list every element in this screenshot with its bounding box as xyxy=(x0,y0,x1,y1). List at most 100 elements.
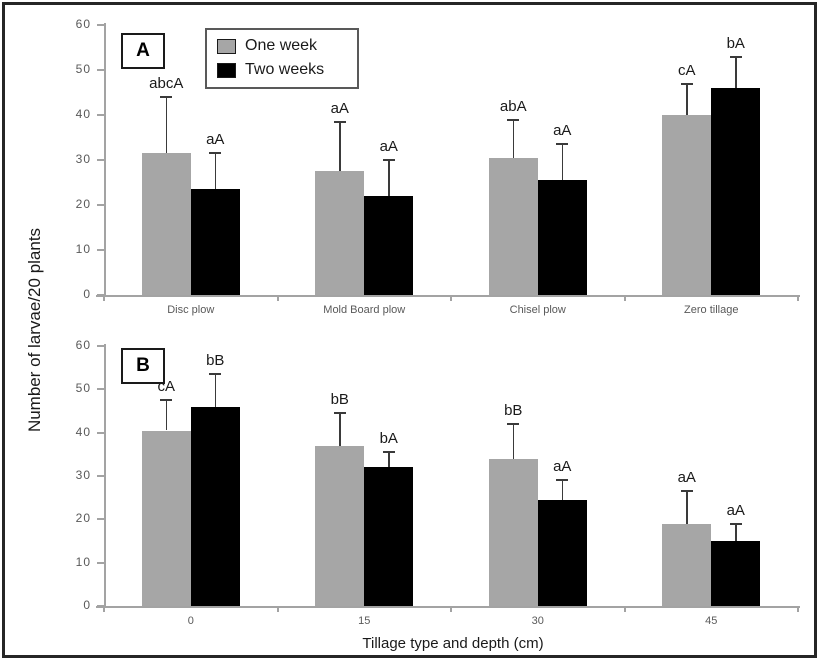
error-bar-cap xyxy=(382,451,395,454)
bar-one-week xyxy=(488,458,538,606)
one-week-swatch-icon xyxy=(217,38,236,54)
y-axis-line xyxy=(104,344,106,606)
error-bar-line xyxy=(735,56,737,88)
x-tick xyxy=(103,606,105,612)
error-bar-cap xyxy=(209,152,222,155)
y-tick-label: 60 xyxy=(75,17,91,31)
error-bar-cap xyxy=(382,159,395,161)
y-tick-label: 30 xyxy=(75,468,91,482)
legend-label: Two weeks xyxy=(245,61,325,78)
significance-label: aA xyxy=(379,138,398,155)
category-label: Disc plow xyxy=(167,304,215,316)
x-axis-line xyxy=(96,295,800,297)
x-tick xyxy=(797,295,799,301)
bar-one-week xyxy=(662,115,712,295)
y-axis-line xyxy=(104,23,106,295)
x-tick xyxy=(276,295,279,301)
x-tick xyxy=(103,295,105,301)
y-tick-label: 60 xyxy=(75,338,91,352)
y-tick xyxy=(97,388,104,391)
error-bar-cap xyxy=(507,118,520,121)
category-label: 30 xyxy=(531,615,544,627)
y-tick xyxy=(97,114,104,116)
y-tick-label: 0 xyxy=(83,287,91,301)
significance-label: aA xyxy=(553,458,572,476)
error-bar-cap xyxy=(209,373,222,376)
significance-label: bB xyxy=(330,391,349,409)
y-tick-label: 40 xyxy=(75,107,91,121)
significance-label: abA xyxy=(499,97,527,115)
chart-stage: 0 10 20 30 40 50 60 abcA aA Disc plow aA aA Mold Boa… xyxy=(5,5,814,655)
panel-label-b: B xyxy=(121,348,165,384)
significance-label: aA xyxy=(330,99,349,117)
significance-label: bA xyxy=(379,430,398,448)
figure-frame: 0 10 20 30 40 50 60 abcA aA Disc plow aA aA Mold Boa… xyxy=(2,2,817,658)
error-bar-cap xyxy=(333,120,346,123)
x-tick xyxy=(450,606,452,612)
y-tick-label: 20 xyxy=(75,197,91,211)
y-tick xyxy=(97,69,104,71)
bar-two-weeks xyxy=(711,88,761,295)
legend-item-one-week: One week xyxy=(217,37,347,55)
panel-label-a: A xyxy=(121,33,165,69)
category-label: Chisel plow xyxy=(509,304,566,316)
error-bar-line xyxy=(165,400,168,431)
bar-two-weeks xyxy=(537,499,587,606)
bar-one-week xyxy=(662,523,712,606)
y-tick-label: 10 xyxy=(75,242,91,256)
panel-letter-b: B xyxy=(136,355,150,376)
error-bar-cap xyxy=(680,490,693,493)
bar-two-weeks xyxy=(190,189,240,295)
bar-two-weeks xyxy=(711,541,761,606)
significance-label: aA xyxy=(553,122,572,140)
error-bar-cap xyxy=(729,55,742,58)
y-tick xyxy=(97,561,104,564)
x-tick xyxy=(450,295,452,301)
significance-label: aA xyxy=(726,501,745,519)
x-axis-line xyxy=(96,606,800,608)
error-bar-cap xyxy=(556,479,569,482)
bar-one-week xyxy=(141,153,191,295)
x-tick xyxy=(623,606,626,612)
error-bar-cap xyxy=(556,143,569,146)
y-tick xyxy=(97,518,104,521)
error-bar-line xyxy=(339,413,341,446)
error-bar-cap xyxy=(333,412,346,415)
error-bar-cap xyxy=(729,522,742,525)
y-tick xyxy=(97,475,104,477)
error-bar-line xyxy=(686,83,688,115)
error-bar-line xyxy=(561,480,564,500)
significance-label: bA xyxy=(726,34,745,52)
x-tick xyxy=(276,606,279,612)
panel-letter-a: A xyxy=(136,40,150,61)
error-bar-cap xyxy=(680,82,693,85)
y-tick-label: 30 xyxy=(75,152,91,166)
significance-label: bB xyxy=(206,352,225,370)
y-tick xyxy=(97,431,104,434)
error-bar-line xyxy=(735,523,737,541)
error-bar-line xyxy=(388,452,390,468)
two-weeks-swatch-icon xyxy=(217,62,236,78)
legend-item-two-weeks: Two weeks xyxy=(217,61,347,79)
error-bar-cap xyxy=(160,399,173,402)
category-label: 45 xyxy=(705,615,718,627)
bar-two-weeks xyxy=(364,467,414,606)
y-tick xyxy=(97,345,104,347)
bar-one-week xyxy=(315,171,365,295)
significance-label: aA xyxy=(206,131,225,149)
bar-two-weeks xyxy=(364,196,414,295)
category-label: 15 xyxy=(358,615,371,627)
error-bar-line xyxy=(214,374,217,407)
bar-one-week xyxy=(141,430,191,606)
y-tick xyxy=(97,204,104,206)
y-tick-label: 50 xyxy=(75,381,91,396)
y-tick-label: 50 xyxy=(75,62,91,76)
error-bar-line xyxy=(561,144,564,181)
bar-one-week xyxy=(488,157,538,295)
y-axis-title: Number of larvae/20 plants xyxy=(25,227,44,433)
y-tick-label: 40 xyxy=(75,424,91,439)
y-tick xyxy=(97,159,104,161)
bar-one-week xyxy=(315,445,365,606)
y-tick-label: 20 xyxy=(75,511,91,526)
y-tick xyxy=(97,294,104,296)
